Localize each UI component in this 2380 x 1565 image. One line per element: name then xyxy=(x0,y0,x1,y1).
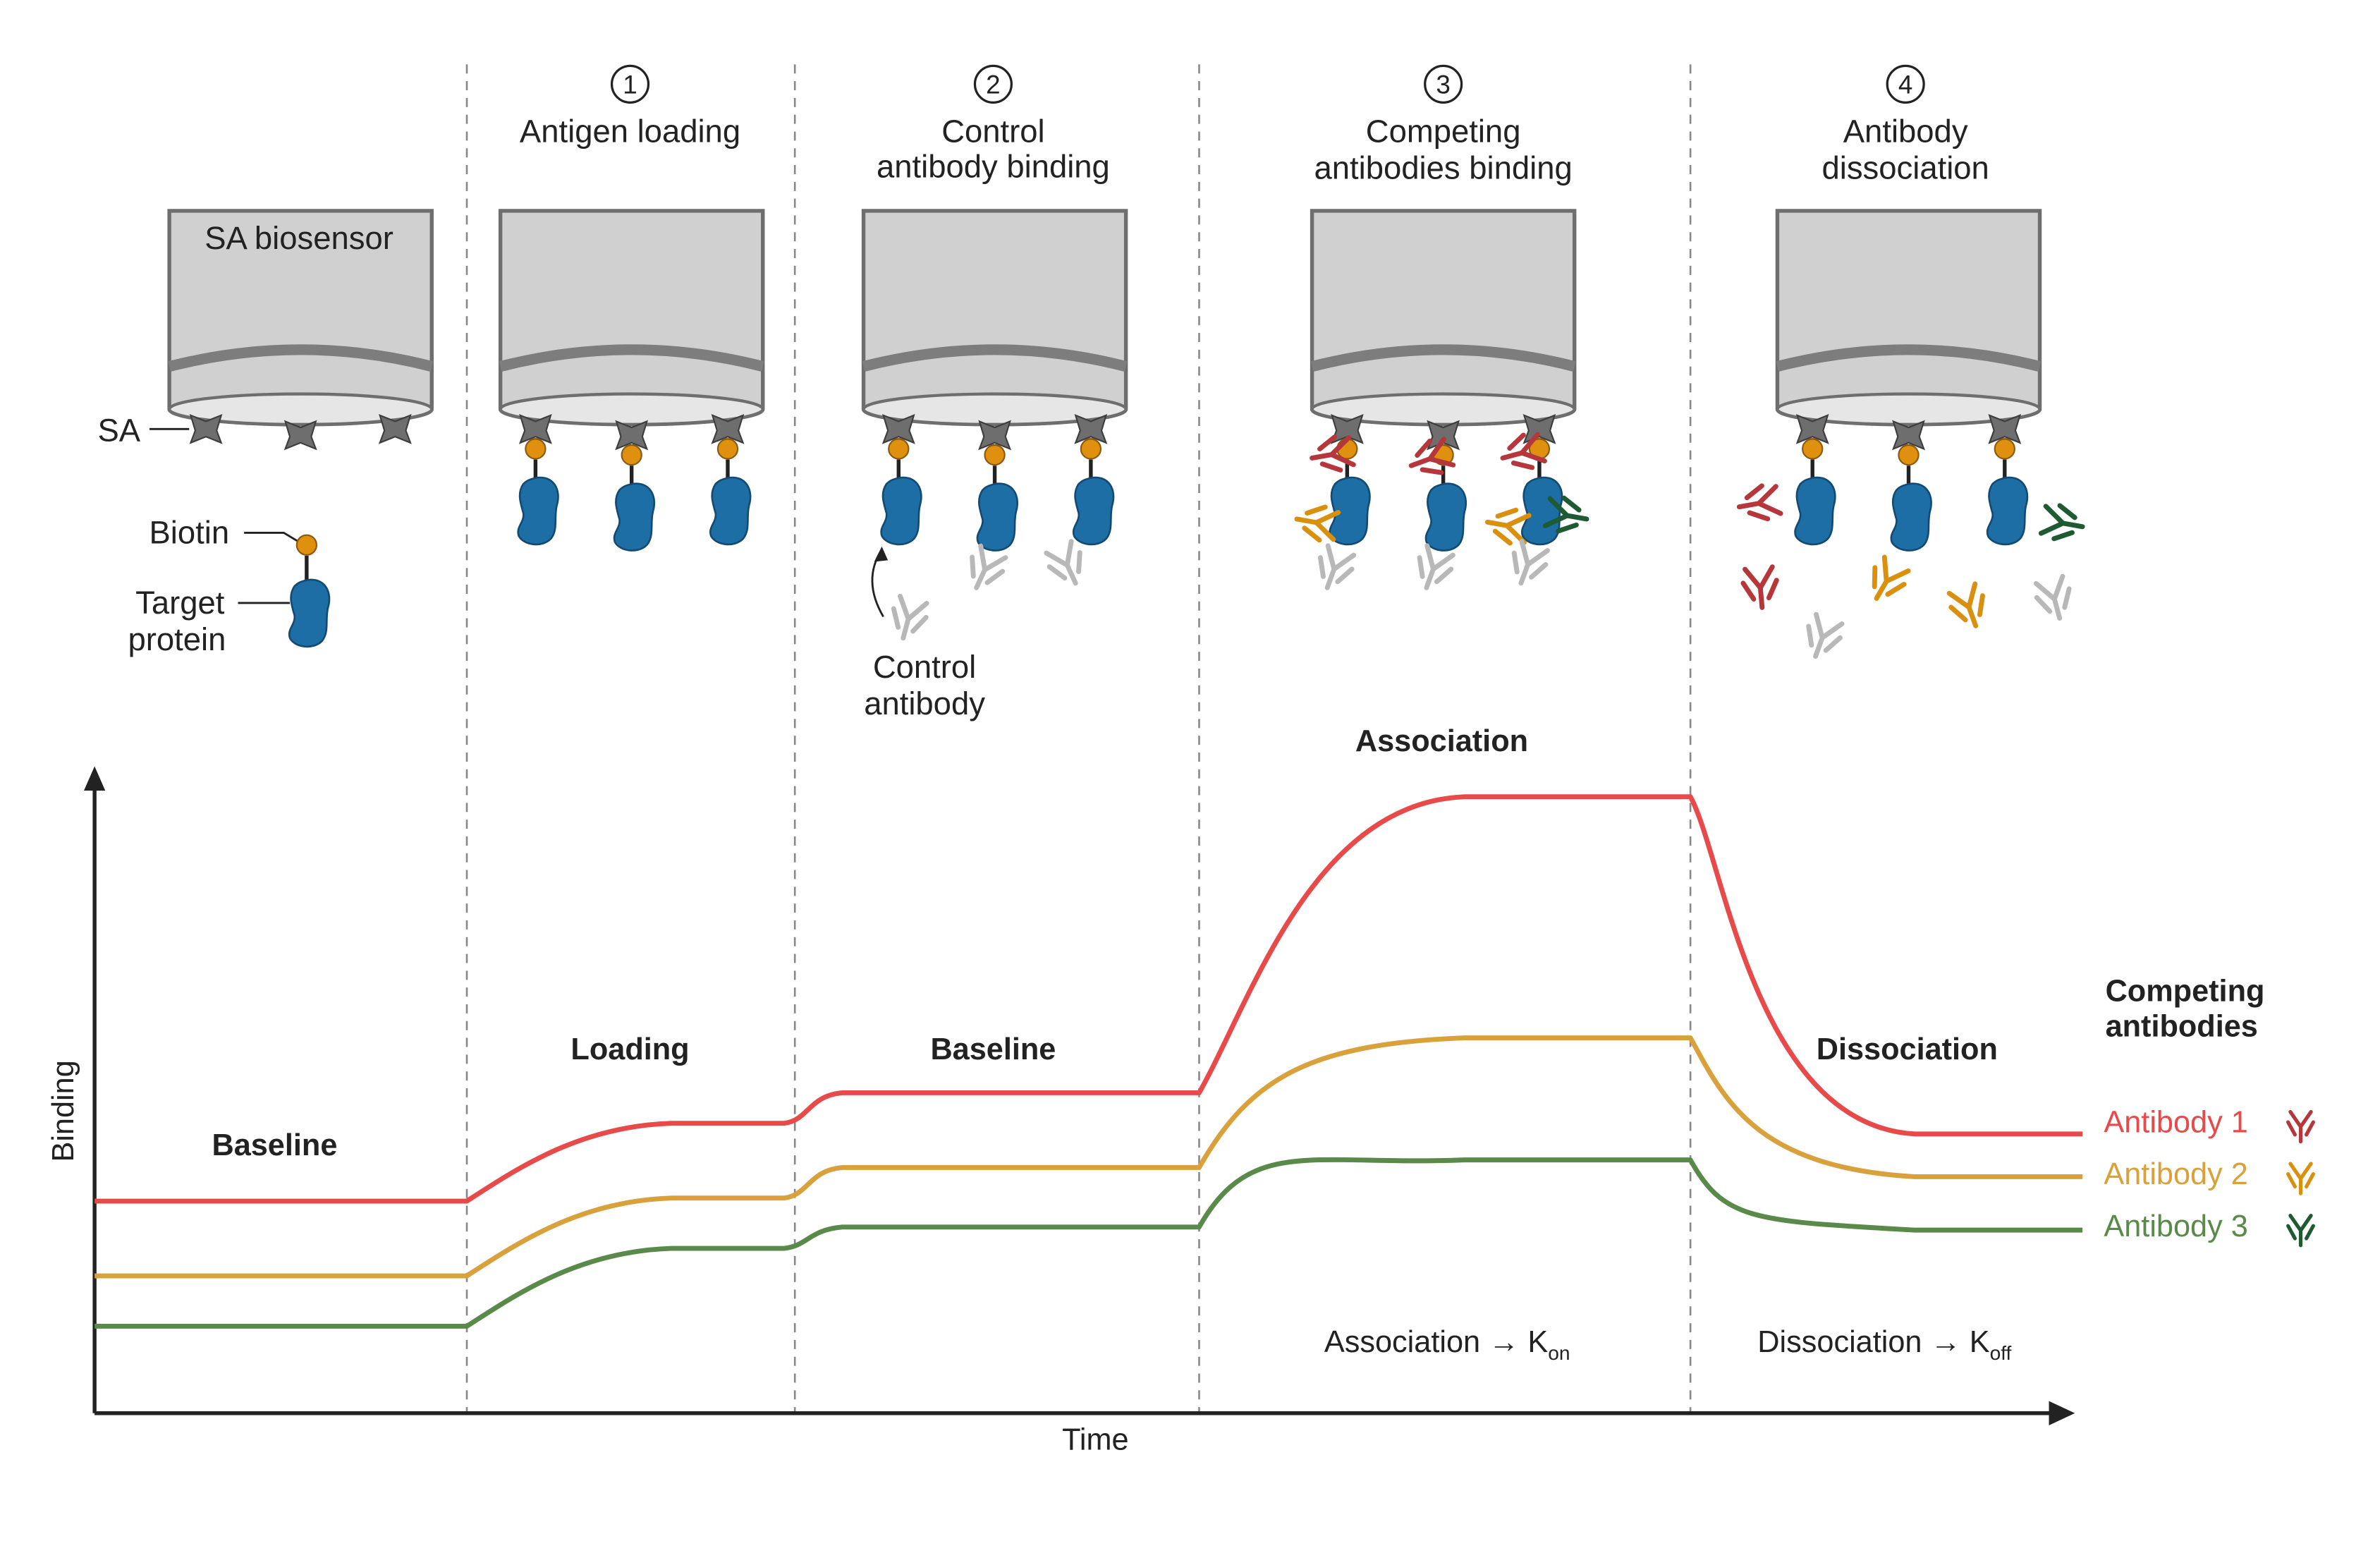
antibody-icon xyxy=(2288,1216,2314,1246)
target-protein-icon xyxy=(1794,476,1836,546)
sa-biosensor-3 xyxy=(1312,211,1575,425)
antibody-icon xyxy=(1410,544,1456,593)
target-protein-icon xyxy=(288,578,331,648)
step-number-circle xyxy=(973,64,1013,104)
biotin-icon xyxy=(1994,438,2015,460)
step-title-line-2: dissociation xyxy=(1821,150,1989,186)
target-protein-icon xyxy=(976,482,1019,552)
binding-curves xyxy=(94,794,2083,1329)
phase-label-association: Association xyxy=(1355,724,1528,758)
target-protein-label-line-2: protein xyxy=(128,621,226,657)
target-protein-icon xyxy=(1986,476,2029,546)
antibody-icon xyxy=(2288,1164,2314,1193)
antibody-icon xyxy=(1946,583,1991,631)
sa-biosensor-1 xyxy=(501,211,763,425)
legend-title-line-2: antibodies xyxy=(2106,1009,2258,1043)
antibody-icon xyxy=(2041,504,2086,544)
phase-label-baseline-1: Baseline xyxy=(212,1128,337,1162)
step-number: 2 xyxy=(986,70,1000,99)
antibody-icon xyxy=(1312,544,1357,593)
target-protein-icon xyxy=(517,476,559,546)
biotin-icon xyxy=(621,444,642,466)
phase-label-dissociation: Dissociation xyxy=(1817,1033,1998,1066)
control-antibody-arrowhead xyxy=(874,546,889,562)
target-protein-icon xyxy=(709,476,752,546)
step-title-line-2: antibodies binding xyxy=(1314,150,1573,186)
legend-icons xyxy=(2288,1112,2314,1245)
phase-label-loading: Loading xyxy=(570,1033,689,1066)
step-number-circle xyxy=(610,64,650,104)
step-header-1: 1 Antigen loading xyxy=(520,64,740,150)
control-antibody-label-line-1: Control xyxy=(873,649,976,685)
biotin-icon xyxy=(1898,444,1920,466)
y-axis-arrowhead xyxy=(83,766,106,791)
biotin-label: Biotin xyxy=(149,515,229,551)
antibody-icon xyxy=(1506,540,1551,589)
biotin-icon xyxy=(984,444,1006,466)
step-number-circle xyxy=(1886,64,1925,104)
y-axis-label: Binding xyxy=(47,1060,80,1162)
antibody-icon xyxy=(887,595,930,643)
biotin-icon xyxy=(525,438,547,460)
dissociation-koff-note: Dissociation → Koff xyxy=(1757,1325,2011,1364)
biotin-icon xyxy=(1802,438,1824,460)
antibody-icon xyxy=(2033,576,2076,623)
target-protein-icon xyxy=(1072,476,1115,546)
target-protein-icon xyxy=(1520,476,1563,546)
step-header-3: 3 Competing antibodies binding xyxy=(1314,64,1573,186)
step-number: 4 xyxy=(1898,70,1912,99)
phase-label-baseline-2: Baseline xyxy=(930,1033,1056,1066)
sa-biosensor-label: SA biosensor xyxy=(205,220,393,256)
sa-biosensor-4 xyxy=(1777,211,2039,425)
step-header-4: 4 Antibody dissociation xyxy=(1821,64,1989,186)
legend-title-line-1: Competing xyxy=(2106,975,2265,1009)
step-number: 3 xyxy=(1436,70,1450,99)
biotin-leader-line xyxy=(244,532,300,543)
target-protein-icon xyxy=(1424,482,1467,552)
association-kon-note: Association → Kon xyxy=(1324,1325,1570,1364)
step-header-2: 2 Control antibody binding xyxy=(877,64,1110,184)
target-protein-label-line-1: Target xyxy=(135,585,225,621)
target-protein-icon xyxy=(1890,482,1932,552)
antibody-icon xyxy=(1742,566,1778,609)
step-title: Antigen loading xyxy=(520,114,740,150)
binding-curve-antibody-2 xyxy=(94,1035,2083,1279)
control-antibody-label-line-2: antibody xyxy=(864,686,985,721)
legend-item-antibody-3: Antibody 3 xyxy=(2104,1210,2247,1243)
sa-biosensor-2 xyxy=(864,211,1126,425)
biotin-icon xyxy=(888,438,910,460)
step-title-line-1: Antibody xyxy=(1843,114,1968,150)
legend-item-antibody-2: Antibody 2 xyxy=(2104,1157,2247,1191)
loaded-sensors xyxy=(517,414,2029,552)
antibody-icon xyxy=(1862,556,1910,607)
step-number-circle xyxy=(1424,64,1463,104)
binding-curve-antibody-3 xyxy=(94,1157,2083,1329)
step-number: 1 xyxy=(623,70,637,99)
phase-separators xyxy=(465,64,1692,1413)
legend: Competing antibodies Antibody 1 Antibody… xyxy=(2104,975,2313,1246)
antibody-icon xyxy=(1736,483,1781,523)
sa-label: SA xyxy=(97,413,140,449)
binding-curve-antibody-1 xyxy=(94,794,2083,1204)
target-protein-icon xyxy=(613,482,656,552)
step-title-line-1: Control xyxy=(941,114,1044,150)
antibody-icon xyxy=(1800,614,1845,662)
target-protein-icon xyxy=(880,476,922,546)
step-title-line-1: Competing xyxy=(1366,114,1521,150)
antibody-icon xyxy=(2288,1112,2314,1141)
biotin-icon xyxy=(716,438,739,460)
legend-item-antibody-1: Antibody 1 xyxy=(2104,1106,2247,1140)
biotin-icon xyxy=(295,534,318,556)
biotin-icon xyxy=(1080,438,1102,460)
x-axis-label: Time xyxy=(1062,1423,1129,1457)
x-axis-arrowhead xyxy=(2049,1401,2075,1426)
antibody-icon xyxy=(961,544,1008,595)
antibody-icon xyxy=(1044,540,1091,590)
step-title-line-2: antibody binding xyxy=(877,148,1110,184)
